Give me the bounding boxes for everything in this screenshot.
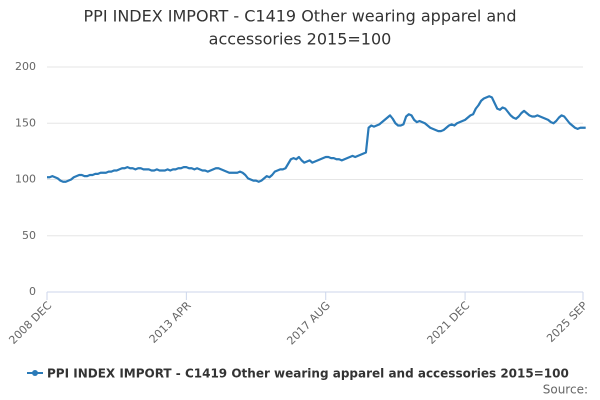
- line: [47, 95, 586, 183]
- y-tick-label: 200: [15, 60, 36, 73]
- legend-label: PPI INDEX IMPORT - C1419 Other wearing a…: [47, 367, 569, 381]
- legend-marker: [32, 370, 38, 376]
- x-tick-label: 2017 AUG: [284, 299, 333, 348]
- x-tick-label: 2021 DEC: [425, 299, 473, 347]
- x-tick-label: 2025 SEP: [544, 299, 590, 345]
- x-tick-label: 2008 DEC: [6, 299, 54, 347]
- y-tick-label: 150: [15, 116, 36, 129]
- y-tick-label: 100: [15, 173, 36, 186]
- y-tick-label: 50: [22, 229, 36, 242]
- chart-title: accessories 2015=100: [209, 30, 392, 49]
- y-tick-label: 0: [29, 285, 36, 298]
- source: Source:: [543, 383, 588, 397]
- x-tick-label: 2013 APR: [147, 299, 194, 346]
- chart-title: PPI INDEX IMPORT - C1419 Other wearing a…: [84, 7, 517, 26]
